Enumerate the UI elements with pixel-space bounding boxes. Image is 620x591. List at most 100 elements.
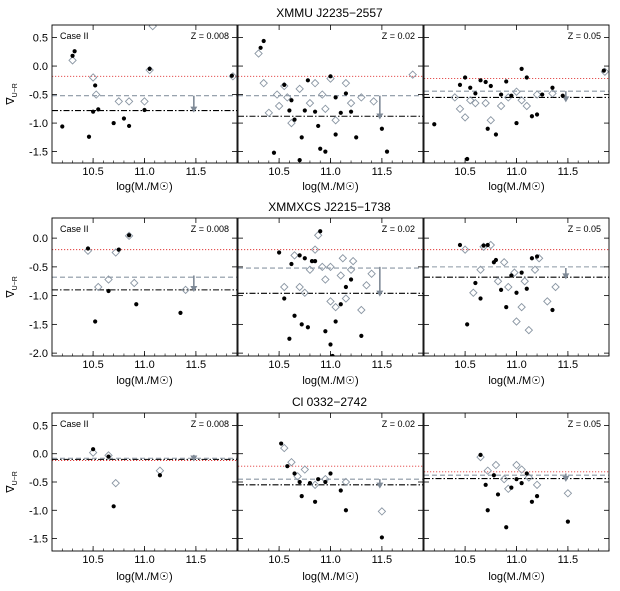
open-diamond-point — [522, 101, 532, 111]
filled-circle-point — [534, 494, 540, 499]
filled-circle-point — [465, 322, 470, 327]
x-tick-label: 11.0 — [134, 166, 155, 178]
filled-circle-point — [483, 79, 488, 85]
panel-frame — [237, 24, 424, 164]
y-tick-label: -1.5 — [29, 147, 48, 159]
filled-circle-point — [550, 307, 555, 313]
panel-plot-area — [238, 38, 423, 163]
filled-circle-point — [519, 481, 524, 486]
open-diamond-point — [104, 451, 113, 460]
open-diamond-point — [318, 262, 327, 272]
chart-row-1: XMMU J2235−2557 ∇U−R 10.5 11.0 11.5 0.5 0.0 -0.… — [5, 6, 610, 193]
filled-circle-point — [289, 261, 294, 267]
offset-arrow-head — [562, 273, 570, 280]
x-tick-label: 11.5 — [558, 359, 579, 371]
open-diamond-point — [524, 325, 534, 335]
filled-circle-point — [302, 256, 307, 261]
filled-circle-point — [519, 66, 524, 72]
open-diamond-point — [517, 465, 526, 474]
filled-circle-point — [323, 149, 328, 154]
metallicity-label: Z = 0.05 — [568, 31, 601, 41]
panel-2-3: 10.5 11.0 11.5 Z = 0.05 log(M./M☉) — [423, 217, 610, 387]
open-diamond-point — [140, 97, 149, 106]
x-tick-label: 11.0 — [506, 359, 527, 371]
filled-circle-point — [504, 525, 509, 530]
x-axis-label: log(M./M☉) — [302, 181, 358, 193]
panel-1-2: 10.5 11.0 11.5 Z = 0.02 log(M./M☉) — [237, 24, 424, 193]
x-axis-label: log(M./M☉) — [488, 375, 544, 387]
panel-plot-area — [238, 229, 423, 356]
panel-2-1: 10.5 11.0 11.5 0.0 -0.5 -1.0 -1.5 -2.0 Case II Z … — [29, 217, 238, 387]
filled-circle-point — [540, 92, 545, 97]
y-axis-label-sub: U−R — [12, 83, 19, 97]
open-diamond-point — [491, 460, 501, 470]
x-tick-label: 11.0 — [320, 166, 341, 178]
filled-circle-point — [96, 107, 101, 112]
open-diamond-point — [326, 262, 335, 272]
open-diamond-point — [300, 465, 310, 474]
filled-circle-point — [488, 83, 493, 89]
chart-title: Cl 0332−2742 — [292, 395, 367, 409]
open-diamond-point — [532, 480, 542, 490]
filled-circle-point — [93, 83, 98, 88]
y-tick-label: -1.0 — [29, 118, 48, 130]
x-tick-label: 11.0 — [506, 554, 527, 566]
open-diamond-point — [321, 104, 330, 114]
x-tick-label: 11.0 — [320, 359, 341, 371]
filled-circle-point — [121, 116, 127, 121]
filled-circle-point — [478, 452, 483, 457]
metallicity-label: Z = 0.02 — [382, 419, 415, 429]
filled-circle-point — [509, 93, 514, 98]
open-diamond-point — [254, 49, 263, 58]
filled-circle-point — [292, 313, 297, 318]
filled-circle-point — [468, 85, 473, 90]
filled-circle-point — [491, 473, 496, 478]
open-diamond-point — [455, 104, 465, 114]
chart-row-3: Cl 0332−2742 ∇U−R 10.5 11.0 11.5 0.5 0.0 -0.5 -1… — [5, 395, 610, 583]
offset-arrow-head — [190, 286, 198, 293]
panel-plot-area — [52, 231, 237, 324]
open-diamond-point — [287, 457, 296, 467]
open-diamond-point — [496, 101, 506, 111]
open-diamond-point — [493, 277, 503, 286]
panel-1-1: 10.5 11.0 11.5 0.5 0.0 -0.5 -1.0 -1.5 Case II Z =… — [29, 24, 238, 193]
filled-circle-point — [560, 93, 565, 98]
open-diamond-point — [287, 118, 296, 128]
filled-circle-point — [328, 74, 333, 79]
x-axis-label: log(M./M☉) — [488, 181, 544, 193]
open-diamond-point — [295, 282, 304, 292]
filled-circle-point — [483, 482, 488, 487]
open-diamond-point — [481, 98, 490, 108]
x-axis-label: log(M./M☉) — [116, 571, 172, 583]
x-tick-label: 10.5 — [82, 166, 103, 178]
open-diamond-point — [357, 93, 366, 102]
panel-frame — [237, 217, 424, 357]
open-diamond-point — [280, 282, 289, 292]
x-tick-label: 11.5 — [372, 554, 393, 566]
filled-circle-point — [157, 473, 163, 478]
filled-circle-point — [93, 319, 98, 324]
panel-frame — [423, 217, 610, 357]
metallicity-label: Z = 0.008 — [191, 419, 229, 429]
x-tick-label: 11.5 — [186, 554, 207, 566]
filled-circle-point — [292, 117, 297, 122]
filled-circle-point — [312, 499, 318, 504]
filled-circle-point — [328, 342, 333, 347]
open-diamond-point — [305, 98, 315, 108]
filled-circle-point — [297, 158, 302, 163]
offset-arrow-head — [562, 96, 570, 103]
open-diamond-point — [305, 265, 315, 274]
filled-circle-point — [529, 256, 535, 261]
filled-circle-point — [485, 242, 490, 248]
open-diamond-point — [548, 89, 557, 98]
open-diamond-point — [326, 297, 335, 306]
open-diamond-point — [483, 466, 492, 475]
panel-plot-area — [424, 452, 609, 530]
y-tick-label: -0.5 — [29, 477, 48, 489]
y-tick-label: 0.0 — [33, 233, 48, 245]
open-diamond-point — [181, 285, 190, 295]
filled-circle-point — [305, 325, 310, 330]
offset-arrow-head — [376, 482, 384, 489]
panel-1-3: 10.5 11.0 11.5 Z = 0.05 log(M./M☉) — [423, 24, 610, 193]
filled-circle-point — [481, 243, 486, 248]
